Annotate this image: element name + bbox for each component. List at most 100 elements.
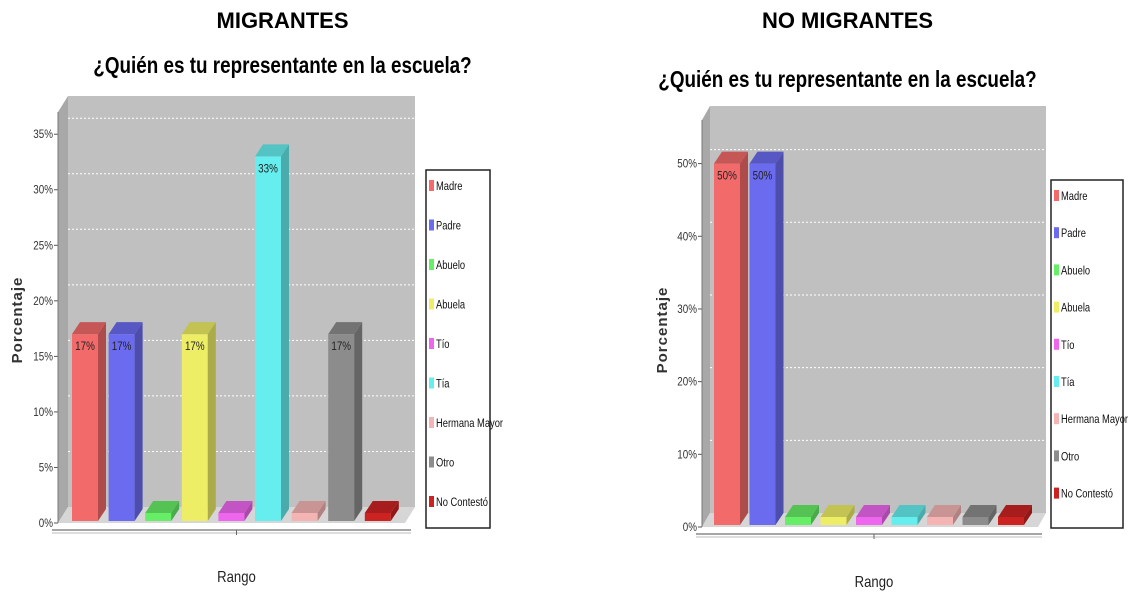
legend-entry: Abuelo	[436, 259, 465, 272]
y-tick-label: 10%	[33, 406, 53, 419]
legend-swatch	[1054, 450, 1059, 462]
bar-top	[714, 151, 748, 164]
legend-swatch	[429, 417, 434, 428]
legend: Madre Padre Abuelo Abuela Tío Tía Hermana Mayo…	[1050, 179, 1128, 529]
y-tick-label: 25%	[33, 239, 53, 252]
data-label: 17%	[331, 340, 351, 353]
legend-entry: Tío	[1061, 339, 1075, 352]
y-tick-label: 10%	[677, 448, 697, 461]
data-label: 33%	[258, 163, 278, 176]
bar-top	[72, 322, 106, 335]
bar-top	[749, 151, 784, 164]
bar-top	[108, 322, 143, 335]
plot-side-wall	[702, 106, 710, 527]
bar-side	[390, 501, 399, 521]
y-axis-label: Porcentaje	[9, 277, 26, 364]
bar-side	[846, 505, 855, 525]
legend-swatch	[429, 259, 434, 270]
data-label: 50%	[753, 170, 773, 183]
y-tick-label: 15%	[33, 351, 53, 364]
bar-side	[134, 322, 143, 521]
legend-swatch	[1054, 413, 1059, 425]
legend-entry: Padre	[436, 219, 461, 232]
legend-swatch	[429, 338, 434, 349]
bar-side	[1024, 505, 1032, 525]
plot-area: 0% 5% 10% 15% 20% 25% 30% 35% 17% 17% 17% 33% 17%	[33, 96, 415, 535]
legend-swatch	[1054, 264, 1059, 276]
bar	[255, 156, 281, 521]
plot-area: 0% 10% 20% 30% 40% 50% 50% 50%	[677, 106, 1046, 539]
bar-top	[998, 505, 1032, 517]
bar-side	[953, 505, 961, 525]
bar-side	[281, 144, 289, 521]
bar	[291, 513, 318, 521]
plot-side-wall	[58, 96, 68, 523]
data-label: 17%	[75, 340, 95, 353]
legend-swatch	[429, 456, 434, 468]
y-tick-label: 30%	[677, 303, 697, 316]
legend-entry: Abuela	[436, 298, 465, 311]
legend-swatch	[429, 219, 434, 231]
bar	[218, 513, 245, 521]
legend-box	[425, 169, 491, 529]
bar	[891, 517, 918, 525]
bar	[181, 334, 208, 521]
plot-back-wall	[710, 106, 1046, 513]
bar	[145, 513, 172, 521]
bar	[108, 334, 135, 521]
bar-top	[255, 144, 289, 157]
legend-entry: Abuela	[1061, 302, 1090, 315]
legend-entry: Hermana Mayor	[1061, 413, 1128, 426]
legend-swatch	[429, 496, 434, 507]
legend-swatch	[429, 298, 434, 310]
data-label: 17%	[185, 340, 205, 353]
legend-swatch	[1054, 227, 1059, 239]
bar-side	[775, 151, 784, 525]
bar	[998, 517, 1024, 525]
bar-side	[317, 501, 326, 521]
y-tick-label: 20%	[677, 376, 697, 389]
bar-side	[740, 151, 748, 525]
legend-entry: No Contestó	[436, 496, 488, 509]
data-label: 17%	[112, 340, 132, 353]
bar	[962, 517, 989, 525]
group-title-no-migrantes: NO MIGRANTES	[761, 8, 934, 33]
bar-side	[207, 322, 216, 521]
bar-top	[856, 505, 890, 517]
legend-entry: Tía	[436, 377, 450, 390]
bar	[749, 163, 776, 525]
legend-entry: Otro	[1061, 450, 1079, 463]
bar-top	[181, 322, 216, 335]
y-tick-label: 50%	[677, 158, 697, 171]
legend-entry: No Contestó	[1061, 488, 1113, 501]
bar	[72, 334, 98, 521]
data-label: 50%	[717, 170, 737, 183]
bar-chart-no-migrantes: 0% 10% 20% 30% 40% 50% 50% 50% Porcentaje Rango Ma…	[654, 106, 1128, 591]
bar-chart-migrantes: 0% 5% 10% 15% 20% 25% 30% 35% 17% 17% 17% 33% 17% Por…	[9, 96, 503, 586]
legend-entry: Madre	[1061, 190, 1088, 203]
y-tick-label: 35%	[33, 128, 53, 141]
y-tick-label: 20%	[33, 295, 53, 308]
legend-entry: Tía	[1061, 376, 1075, 389]
bar-top	[364, 501, 399, 513]
legend-swatch	[429, 180, 434, 191]
y-axis-label: Porcentaje	[654, 287, 671, 374]
legend-swatch	[1054, 301, 1059, 313]
legend-swatch	[1054, 338, 1059, 350]
migrantes-panel: MIGRANTES ¿Quién es tu representante en …	[9, 8, 503, 586]
bar	[364, 513, 391, 521]
no-migrantes-panel: NO MIGRANTES ¿Quién es tu representante …	[565, 0, 1130, 593]
bar-top	[291, 501, 326, 513]
bar	[820, 517, 847, 525]
chart-title-migrantes: ¿Quién es tu representante en la escuela…	[93, 52, 472, 78]
bar-top	[218, 501, 253, 513]
y-tick-label: 30%	[33, 184, 53, 197]
bar-side	[98, 322, 106, 521]
legend-swatch	[429, 377, 434, 389]
bar-side	[244, 501, 253, 521]
bar-top	[891, 505, 926, 517]
y-tick-label: 5%	[39, 462, 53, 475]
bar	[785, 517, 811, 525]
x-axis-label: Rango	[217, 569, 256, 586]
bar-top	[145, 501, 180, 513]
